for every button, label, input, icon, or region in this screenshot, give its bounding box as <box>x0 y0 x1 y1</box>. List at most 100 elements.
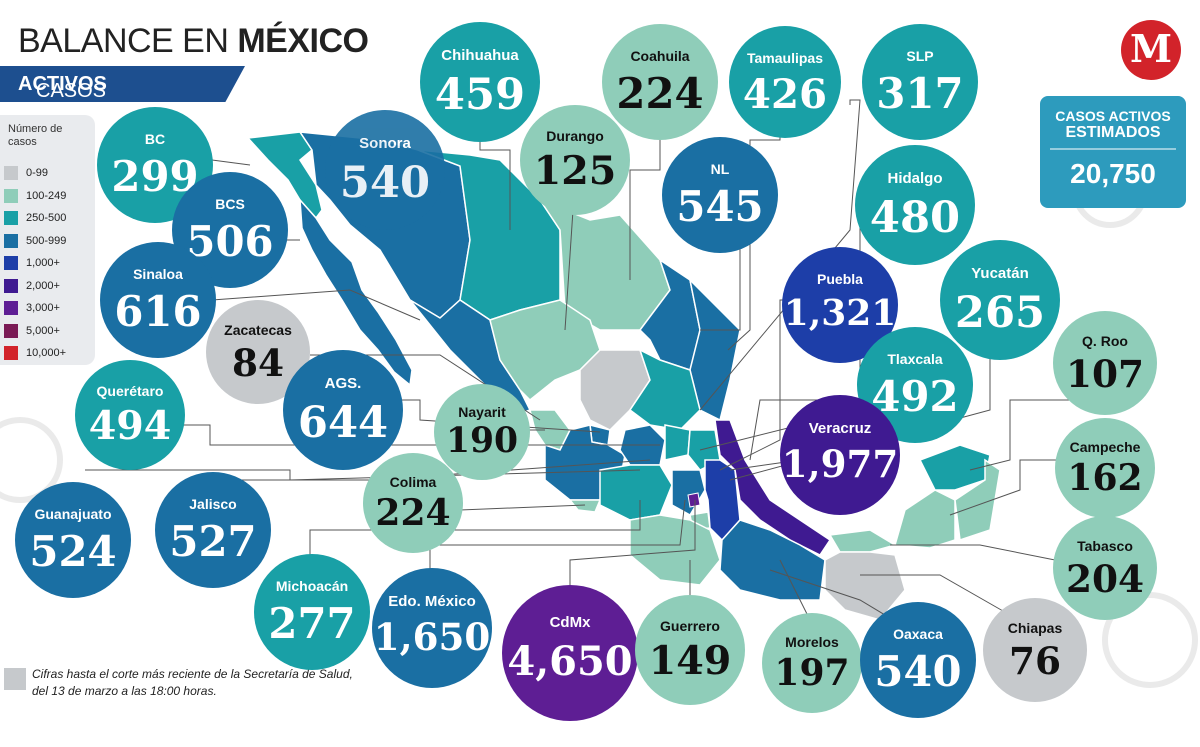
state-bubble-querétaro: Querétaro 494 <box>75 360 185 470</box>
state-bubble-slp: SLP 317 <box>862 24 978 140</box>
state-value: 1,977 <box>781 441 899 486</box>
state-name: AGS. <box>324 375 362 393</box>
state-value: 317 <box>876 69 964 119</box>
state-value: 277 <box>268 599 356 649</box>
legend-item: 1,000+ <box>4 255 60 271</box>
footnote-text: Cifras hasta el corte más reciente de la… <box>32 667 353 698</box>
state-bubble-durango: Durango 125 <box>520 105 630 215</box>
state-bubble-cdmx: CdMx 4,650 <box>502 585 638 721</box>
legend-label: 1,000+ <box>26 257 60 269</box>
state-name: Morelos <box>785 634 839 650</box>
state-bubble-chihuahua: Chihuahua 459 <box>420 22 540 142</box>
legend-title: Número de casos <box>8 123 63 148</box>
footnote: Cifras hasta el corte más reciente de la… <box>4 666 362 700</box>
legend: Número de casos 0-99 100-249 250-500 500-99… <box>0 115 95 365</box>
state-value: 204 <box>1065 556 1145 601</box>
legend-swatch <box>4 211 18 225</box>
legend-item: 0-99 <box>4 165 48 181</box>
state-value: 644 <box>297 396 389 448</box>
legend-swatch <box>4 323 18 338</box>
state-value: 107 <box>1065 351 1145 396</box>
state-value: 540 <box>339 156 431 208</box>
state-bubble-tamaulipas: Tamaulipas 426 <box>729 26 841 138</box>
legend-item: 250-500 <box>4 210 66 226</box>
estimated-cases-box: CASOS ACTIVOS ESTIMADOS 20,750 <box>1040 96 1186 208</box>
legend-label: 10,000+ <box>26 347 67 359</box>
state-value: 506 <box>186 217 274 267</box>
estimated-label-line1: CASOS ACTIVOS <box>1055 108 1171 124</box>
state-value: 616 <box>114 287 202 337</box>
legend-label: 250-500 <box>26 212 67 224</box>
legend-swatch <box>4 256 18 270</box>
state-bubble-hidalgo: Hidalgo 480 <box>855 145 975 265</box>
legend-label: 2,000+ <box>26 279 60 292</box>
page-title: BALANCE EN MÉXICO <box>18 22 369 61</box>
state-name: Tamaulipas <box>747 49 823 66</box>
legend-swatch <box>4 188 18 203</box>
legend-swatch <box>4 278 18 293</box>
state-name: Edo. México <box>388 593 476 611</box>
state-bubble-nl: NL 545 <box>662 137 778 253</box>
milenio-logo-icon: M <box>1121 20 1181 80</box>
state-name: Michoacán <box>275 578 349 595</box>
state-value: 426 <box>742 69 828 118</box>
state-region-chiapas <box>824 551 906 621</box>
legend-swatch <box>4 166 18 180</box>
state-name: Q. Roo <box>1082 332 1128 349</box>
state-name: Zacatecas <box>224 321 292 338</box>
state-bubble-ags-: AGS. 644 <box>283 350 403 470</box>
state-bubble-jalisco: Jalisco 527 <box>155 472 271 588</box>
state-value: 4,650 <box>507 638 633 686</box>
state-bubble-guerrero: Guerrero 149 <box>635 595 745 705</box>
title-bold: MÉXICO <box>237 22 369 60</box>
state-value: 459 <box>434 68 526 120</box>
subtitle-light: CASOS <box>36 80 107 102</box>
state-name: BCS <box>215 196 245 213</box>
state-value: 197 <box>774 652 850 694</box>
state-name: Guerrero <box>660 618 720 635</box>
state-region-campeche <box>894 489 956 549</box>
state-name: Sonora <box>359 135 411 153</box>
state-name: Coahuila <box>630 48 690 65</box>
legend-item: 10,000+ <box>4 345 66 361</box>
state-name: Colima <box>389 474 437 490</box>
state-bubble-oaxaca: Oaxaca 540 <box>860 602 976 718</box>
state-name: CdMx <box>549 613 591 631</box>
state-region-edomex <box>671 469 706 517</box>
state-region-colima <box>568 499 602 513</box>
state-value: 545 <box>676 182 764 232</box>
state-region-qroo <box>954 458 1001 542</box>
state-name: Campeche <box>1069 439 1141 455</box>
state-name: Querétaro <box>96 383 164 400</box>
state-bubble-tabasco: Tabasco 204 <box>1053 516 1157 620</box>
state-bubble-morelos: Morelos 197 <box>762 613 862 713</box>
state-name: BC <box>144 131 166 148</box>
state-value: 162 <box>1067 457 1143 499</box>
state-name: Tabasco <box>1077 537 1133 554</box>
subtitle-bold: ACTIVOS <box>18 73 107 95</box>
subtitle-banner: CASOS ACTIVOS <box>0 66 245 102</box>
state-bubble-yucatán: Yucatán 265 <box>940 240 1060 360</box>
state-value: 224 <box>616 69 704 119</box>
state-name: Yucatán <box>971 265 1029 283</box>
state-bubble-campeche: Campeche 162 <box>1055 418 1155 518</box>
state-bubble-chiapas: Chiapas 76 <box>983 598 1087 702</box>
legend-item: 500-999 <box>4 233 66 249</box>
state-value: 84 <box>231 340 285 385</box>
legend-item: 2,000+ <box>4 278 60 294</box>
logo-letter: M <box>1129 26 1173 71</box>
state-value: 190 <box>445 421 519 462</box>
state-value: 1,321 <box>783 292 897 335</box>
state-name: Guanajuato <box>34 506 112 523</box>
state-region-cdmx <box>687 492 701 508</box>
state-value: 540 <box>874 647 962 697</box>
state-bubble-sonora: Sonora 540 <box>325 110 445 230</box>
state-name: Oaxaca <box>893 626 943 643</box>
state-name: Jalisco <box>189 496 237 513</box>
state-value: 224 <box>375 492 451 534</box>
state-region-queretaro <box>664 424 691 461</box>
state-name: Hidalgo <box>887 170 943 188</box>
state-bubble-coahuila: Coahuila 224 <box>602 24 718 140</box>
estimated-divider <box>1050 148 1176 150</box>
